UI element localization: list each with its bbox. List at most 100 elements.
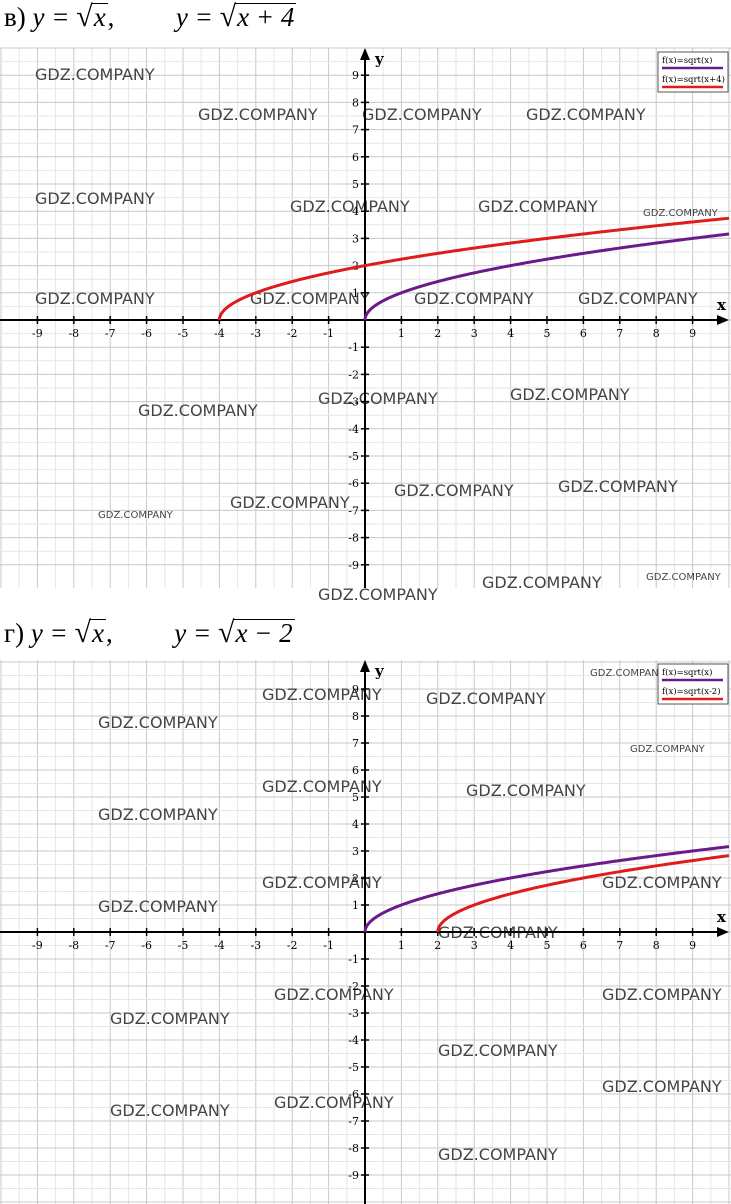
y-tick-label: -7 (348, 1115, 359, 1128)
x-tick-label: 8 (653, 939, 660, 952)
watermark: GDZ.COMPANY (35, 289, 155, 308)
watermark: GDZ.COMPANY (643, 208, 719, 219)
legend-box (657, 51, 729, 93)
legend: f(x)=sqrt(x) f(x)=sqrt(x-2) (657, 663, 729, 705)
y-tick-label: -3 (348, 396, 359, 409)
x-tick-label: -2 (287, 327, 298, 340)
y-tick-label: 8 (352, 710, 359, 723)
y-tick-label: 3 (352, 845, 359, 858)
x-axis-label: x (717, 908, 727, 926)
formula-separator: , (107, 2, 115, 32)
sqrt-sign: √ (219, 0, 237, 33)
x-tick-label: 2 (434, 327, 441, 340)
x-tick-label: 6 (580, 327, 587, 340)
y-tick-label: 8 (352, 96, 359, 109)
x-tick-label: 9 (689, 939, 696, 952)
legend: f(x)=sqrt(x) f(x)=sqrt(x+4) (657, 51, 729, 93)
watermark: GDZ.COMPANY (318, 389, 438, 408)
x-tick-label: -7 (105, 327, 116, 340)
watermark: GDZ.COMPANY (466, 781, 586, 800)
x-tick-label: -6 (141, 327, 152, 340)
series-line-1 (363, 232, 730, 320)
y-tick-label: 1 (352, 899, 359, 912)
formula-2-radicand: x − 2 (233, 618, 295, 648)
watermark: GDZ.COMPANY (438, 1145, 558, 1164)
legend-entry-label: f(x)=sqrt(x-2) (662, 686, 721, 697)
x-tick-label: -3 (250, 327, 261, 340)
watermark: GDZ.COMPANY (98, 713, 218, 732)
x-tick-label: 4 (507, 327, 514, 340)
y-tick-label: 5 (352, 178, 359, 191)
x-tick-label: 5 (544, 939, 551, 952)
y-tick-label: -6 (348, 1088, 359, 1101)
formula-2-lhs: y = (175, 2, 213, 32)
watermark: GDZ.COMPANY (262, 873, 382, 892)
x-tick-label: -5 (178, 939, 189, 952)
watermark: GDZ.COMPANY (35, 65, 155, 84)
y-tick-label: -1 (348, 341, 359, 354)
watermark: GDZ.COMPANY (362, 105, 482, 124)
y-axis-label: y (374, 662, 385, 680)
y-tick-label: 1 (352, 287, 359, 300)
x-axis-arrow (717, 315, 729, 325)
y-tick-label: -1 (348, 953, 359, 966)
y-tick-label: 2 (352, 872, 359, 885)
x-tick-label: 7 (616, 939, 623, 952)
watermark: GDZ.COMPANY (110, 1009, 230, 1028)
y-tick-label: -8 (348, 532, 359, 545)
y-tick-label: 4 (352, 205, 359, 218)
formula-1-lhs: y = (30, 618, 68, 648)
series-line-2 (217, 216, 730, 321)
legend-entry-label: f(x)=sqrt(x) (662, 667, 712, 678)
series-line-2 (436, 854, 730, 932)
x-tick-label: 6 (580, 939, 587, 952)
legend-box (657, 663, 729, 705)
y-tick-label: -7 (348, 504, 359, 517)
watermark: GDZ.COMPANY (426, 689, 546, 708)
x-tick-label: -5 (178, 327, 189, 340)
watermark: GDZ.COMPANY (138, 401, 258, 420)
y-tick-label: -2 (348, 368, 359, 381)
heading-b: г) y = √x, y = √x − 2 (4, 616, 295, 650)
x-tick-label: -1 (323, 939, 334, 952)
formula-separator: , (106, 618, 113, 648)
watermark: GDZ.COMPANY (110, 1101, 230, 1120)
y-tick-label: 3 (352, 232, 359, 245)
x-tick-label: -9 (32, 939, 43, 952)
watermark: GDZ.COMPANY (602, 873, 722, 892)
y-axis-label: y (374, 50, 385, 68)
x-tick-label: -4 (214, 327, 225, 340)
y-tick-label: -4 (348, 423, 359, 436)
x-tick-label: 7 (616, 327, 623, 340)
x-tick-label: 4 (507, 939, 514, 952)
y-tick-label: 6 (352, 764, 359, 777)
x-tick-label: -8 (68, 327, 79, 340)
y-tick-label: 9 (352, 683, 359, 696)
y-tick-label: 7 (352, 737, 359, 750)
y-tick-label: -2 (348, 980, 359, 993)
y-tick-label: -5 (348, 1061, 359, 1074)
watermark: GDZ.COMPANY (438, 1041, 558, 1060)
watermark: GDZ.COMPANY (646, 572, 722, 583)
watermark: GDZ.COMPANY (630, 744, 706, 755)
x-tick-label: 3 (471, 939, 478, 952)
x-tick-label: -4 (214, 939, 225, 952)
x-tick-label: 1 (398, 939, 405, 952)
legend-entry-label: f(x)=sqrt(x+4) (662, 74, 725, 85)
y-tick-label: 6 (352, 151, 359, 164)
watermark: GDZ.COMPANY (590, 668, 666, 679)
y-axis-arrow (360, 660, 370, 672)
y-tick-label: -9 (348, 559, 359, 572)
x-tick-label: 8 (653, 327, 660, 340)
sqrt-sign: √ (74, 616, 92, 649)
y-tick-label: 5 (352, 791, 359, 804)
formula-1-radicand: x (91, 2, 108, 32)
x-tick-label: 1 (398, 327, 405, 340)
chart-a: GDZ.COMPANY GDZ.COMPANY GDZ.COMPANY GDZ.COM… (0, 47, 731, 600)
y-tick-label: -8 (348, 1142, 359, 1155)
x-tick-label: -2 (287, 939, 298, 952)
x-axis-label: x (717, 296, 727, 314)
x-tick-label: -8 (68, 939, 79, 952)
watermark: GDZ.COMPANY (98, 897, 218, 916)
x-tick-label: -1 (323, 327, 334, 340)
